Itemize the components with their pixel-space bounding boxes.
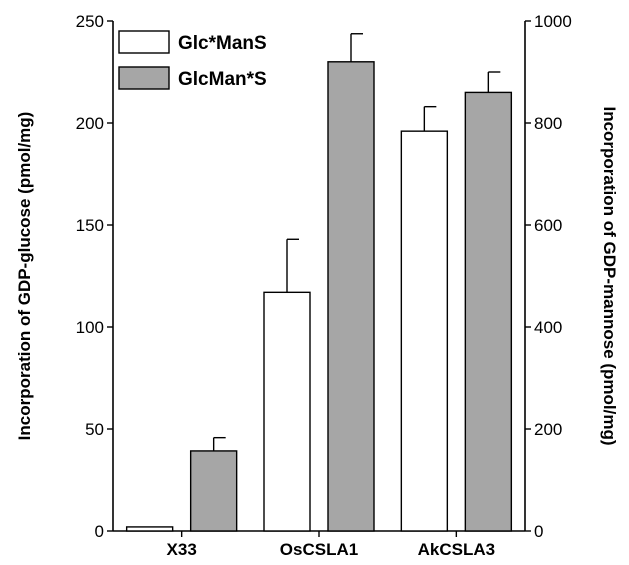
y-right-tick-label: 800 [534,114,562,133]
y-right-tick-label: 600 [534,216,562,235]
x-tick-label: X33 [167,540,197,559]
y-right-tick-label: 400 [534,318,562,337]
bar-glc-oscsla1 [263,291,311,532]
y-left-axis-title: Incorporation of GDP-glucose (pmol/mg) [15,112,34,441]
y-left-tick-label: 0 [95,522,104,541]
y-right-tick-label: 200 [534,420,562,439]
x-tick-label: AkCSLA3 [418,540,495,559]
bar-man-oscsla1 [327,61,375,532]
legend-swatch-glc [118,30,170,54]
legend-label: Glc*ManS [178,33,267,54]
y-right-tick-label: 1000 [534,12,572,31]
y-left-tick-label: 200 [76,114,104,133]
bar-man-x33 [189,450,238,532]
legend-swatch-man [118,66,170,90]
y-left-tick-label: 150 [76,216,104,235]
legend: Glc*ManS GlcMan*S [118,30,267,90]
y-left-tick-label: 250 [76,12,104,31]
y-right-axis-title: Incorporation of GDP-mannose (pmol/mg) [600,106,619,445]
bar-glc-akcsla3 [400,130,449,532]
axes [112,21,526,532]
bar-glc-x33 [125,526,174,532]
y-left-tick-label: 50 [85,420,104,439]
bar-man-akcsla3 [464,91,513,532]
x-tick-label: OsCSLA1 [280,540,358,559]
y-left-tick-label: 100 [76,318,104,337]
bars [125,61,513,532]
legend-label: GlcMan*S [178,69,267,90]
y-right-tick-label: 0 [534,522,543,541]
axis-titles: Incorporation of GDP-glucose (pmol/mg) In… [15,106,619,445]
ticks: X33 OsCSLA1 AkCSLA3 0 50 100 150 200 250 0 200 400 6… [76,12,572,559]
error-bars [212,33,501,451]
